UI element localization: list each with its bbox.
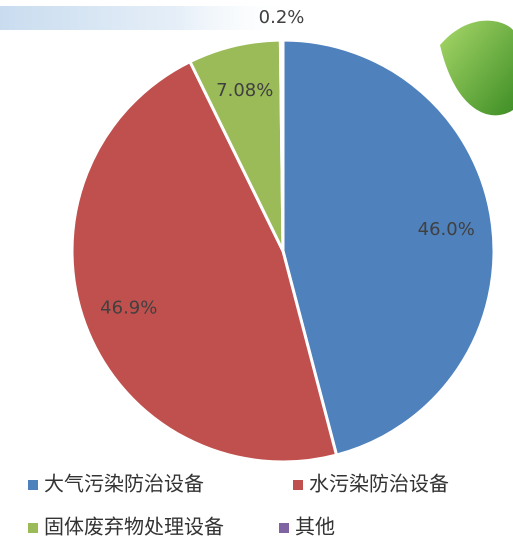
legend-marker — [293, 480, 303, 490]
decor-leaf — [440, 21, 513, 116]
data-label: 0.2% — [259, 7, 305, 28]
legend-label: 其他 — [295, 515, 335, 539]
legend-label: 水污染防治设备 — [309, 472, 449, 496]
legend-label: 固体废弃物处理设备 — [44, 515, 224, 539]
legend-marker — [28, 523, 38, 533]
page: 46.0% 46.9% 7.08% 0.2% 大气污染防治设备 水污染防治设备固体废弃物… — [0, 0, 513, 545]
decor-band — [0, 6, 300, 30]
data-label: 46.0% — [418, 219, 475, 240]
legend-label: 大气污染防治设备 — [44, 472, 204, 496]
pie — [72, 40, 494, 462]
legend-marker — [28, 480, 38, 490]
data-label: 46.9% — [100, 297, 157, 318]
data-label: 7.08% — [216, 80, 273, 101]
chart: 46.0% 46.9% 7.08% 0.2% 大气污染防治设备 水污染防治设备固体废弃物… — [0, 0, 513, 545]
legend-marker — [279, 523, 289, 533]
